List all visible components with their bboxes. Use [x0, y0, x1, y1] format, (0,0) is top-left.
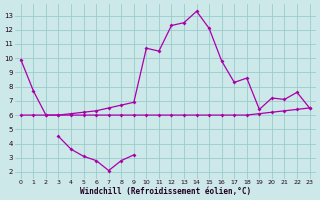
X-axis label: Windchill (Refroidissement éolien,°C): Windchill (Refroidissement éolien,°C) [80, 187, 251, 196]
